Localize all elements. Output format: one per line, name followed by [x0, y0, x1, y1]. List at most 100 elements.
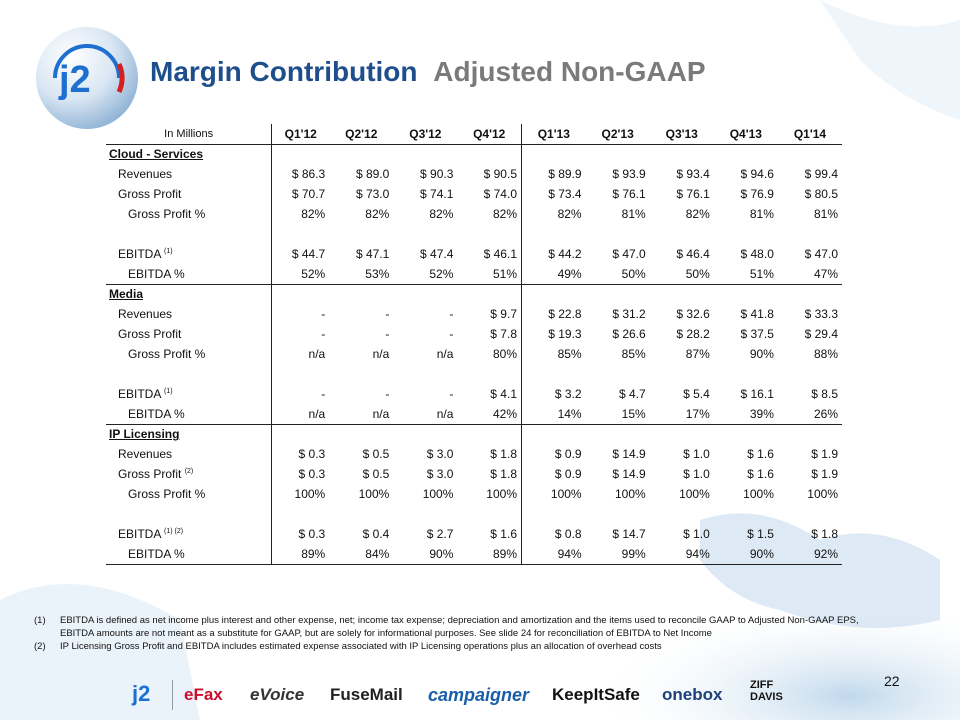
row-label-text: Revenues [118, 447, 173, 461]
j2-logo-wordmark: j2 [58, 59, 91, 101]
table-cell: $ 37.5 [740, 327, 774, 341]
header-col: Q3'13 [649, 124, 714, 145]
brand-ziff-davis: ZIFF DAVIS [750, 679, 783, 703]
row-label: Gross Profit % [106, 204, 272, 224]
table-cell: $ 14.9 [612, 467, 646, 481]
row-label-text: EBITDA % [128, 546, 185, 561]
table-cell: $ 0.9 [520, 444, 586, 464]
row-label-text: Gross Profit [118, 187, 182, 201]
table-cell: $ 76.1 [676, 187, 710, 201]
table-cell: $ 99.4 [804, 167, 838, 181]
empty-cell [777, 423, 842, 444]
table-cell: 82% [685, 207, 710, 221]
row-label-text: Gross Profit % [128, 487, 206, 501]
table-cell: $ 3.2 [520, 384, 586, 404]
empty-cell [329, 144, 393, 164]
table-cell: $ 46.1 [483, 247, 517, 261]
table-row: Gross Profit $ 70.7 $ 73.0 $ 74.1 $ 74.0 $ 73… [106, 184, 842, 204]
table-row: EBITDA % 89% 84% 90% 89% 94% 99% 94% 90% 92% [106, 544, 842, 565]
table-cell: $ 16.1 [740, 387, 774, 401]
footnote-ref: (1) (2) [164, 528, 184, 535]
table-cell: 100% [520, 484, 586, 504]
table-cell: $ 47.0 [804, 247, 838, 261]
table-cell: $ 0.9 [520, 464, 586, 484]
margin-contribution-table: In Millions Q1'12 Q2'12 Q3'12 Q4'12 Q1'1… [106, 124, 842, 565]
table-cell: - [449, 307, 454, 321]
section-title: Cloud - Services [109, 147, 204, 162]
table-cell: $ 32.6 [676, 307, 710, 321]
table-row: Gross Profit % 82% 82% 82% 82% 82% 81% 82% 81% 81… [106, 204, 842, 224]
title-main: Margin Contribution [150, 56, 418, 87]
table-cell: $ 93.9 [612, 167, 646, 181]
table-cell: - [271, 324, 330, 344]
table-cell: $ 1.6 [747, 447, 774, 461]
empty-cell [713, 283, 778, 304]
table-cell: $ 86.3 [271, 164, 330, 184]
table-cell: $ 1.0 [683, 447, 710, 461]
row-label: Gross Profit [106, 184, 272, 204]
table-cell: 53% [365, 266, 390, 281]
row-label: Gross Profit (2) [106, 464, 272, 484]
table-cell: $ 76.1 [612, 187, 646, 201]
table-row: Revenues $ 0.3 $ 0.5 $ 3.0 $ 1.8 $ 0.9 $ 14.9 $… [106, 444, 842, 464]
section-title: IP Licensing [106, 423, 272, 444]
table-cell: $ 47.0 [612, 247, 646, 261]
table-cell: n/a [372, 406, 390, 421]
table-cell: n/a [271, 404, 330, 424]
table-cell: 51% [492, 266, 517, 281]
table-cell: 100% [271, 484, 330, 504]
row-label: Revenues [106, 304, 272, 324]
empty-cell [585, 423, 650, 444]
footnote-text: IP Licensing Gross Profit and EBITDA inc… [60, 641, 662, 652]
table-cell: 100% [743, 487, 774, 501]
empty-cell [457, 423, 522, 444]
table-cell: 90% [713, 544, 778, 565]
table-cell: $ 1.8 [490, 447, 517, 461]
table-cell: $ 5.4 [683, 387, 710, 401]
header-col: Q4'12 [457, 124, 522, 145]
empty-cell [520, 283, 586, 304]
header-col: Q1'13 [520, 124, 586, 145]
table-row: Gross Profit (2) $ 0.3 $ 0.5 $ 3.0 $ 1.8 $ 0.… [106, 464, 842, 484]
footnote-1-continued: EBITDA amounts are not meant as a substi… [60, 628, 920, 640]
empty-cell [778, 144, 842, 164]
header-col: Q2'12 [329, 124, 394, 145]
table-cell: 51% [749, 266, 774, 281]
table-cell: $ 4.7 [618, 387, 646, 401]
table-cell: $ 1.5 [747, 527, 774, 541]
table-cell: 81% [813, 207, 838, 221]
table-row: Gross Profit - - - $ 7.8 $ 19.3 $ 26.6 $ 28.2 $ … [106, 324, 842, 344]
table-cell: $ 90.5 [483, 167, 517, 181]
table-cell: $ 93.4 [676, 167, 710, 181]
table-cell: - [385, 307, 390, 321]
empty-cell [329, 283, 394, 304]
row-label: EBITDA % [106, 404, 272, 424]
empty-cell [393, 283, 458, 304]
table-cell: 88% [813, 347, 838, 361]
table-cell: 100% [679, 487, 710, 501]
table-cell: n/a [372, 347, 390, 361]
table-cell: 81% [621, 207, 646, 221]
spacer-row [106, 364, 842, 384]
footnote-marker: (1) [34, 615, 46, 626]
table-cell: 100% [358, 487, 390, 501]
row-label-text: EBITDA % [128, 406, 185, 421]
row-label-text: Revenues [118, 307, 173, 321]
brand-logo-bar: j2 eFax eVoice FuseMail campaigner KeepI… [132, 677, 808, 713]
table-cell: 26% [813, 406, 838, 421]
section-header-row: IP Licensing [106, 423, 842, 444]
slide-title: Margin Contribution Adjusted Non-GAAP [150, 56, 706, 88]
table-header-row: In Millions Q1'12 Q2'12 Q3'12 Q4'12 Q1'1… [106, 124, 842, 145]
table-cell: $ 47.4 [420, 247, 454, 261]
table-cell: n/a [436, 406, 454, 421]
empty-cell [393, 423, 458, 444]
brand-evoice: eVoice [250, 685, 305, 704]
table-cell: $ 9.7 [490, 307, 517, 321]
table-cell: 82% [365, 207, 390, 221]
table-row: Gross Profit % n/a n/a n/a 80% 85% 85% 87% 90% 88… [106, 344, 842, 364]
table-cell: $ 2.7 [426, 527, 454, 541]
spacer-row [106, 224, 842, 244]
table-cell: $ 0.8 [520, 524, 586, 544]
table-cell: $ 41.8 [740, 307, 774, 321]
